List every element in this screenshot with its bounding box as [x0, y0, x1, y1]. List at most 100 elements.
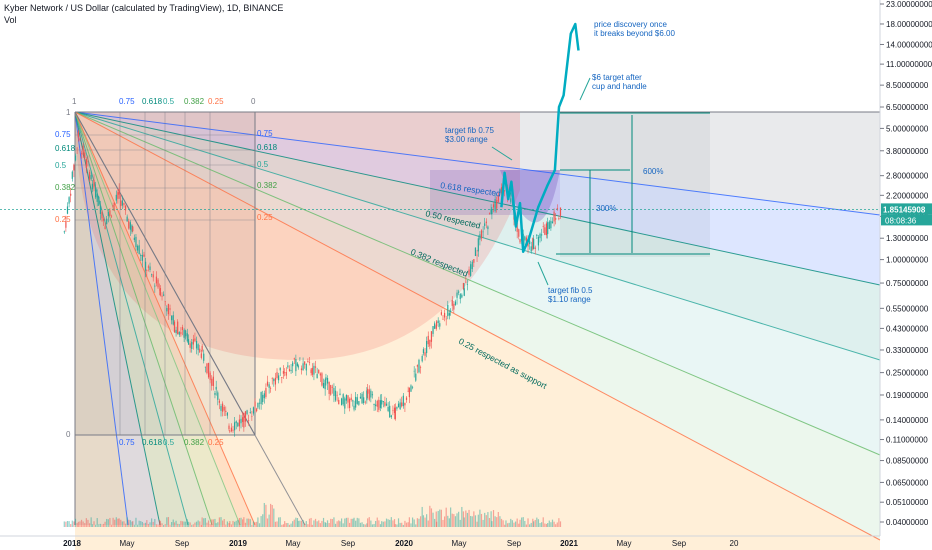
candle-body — [474, 247, 477, 256]
candle-body — [321, 373, 323, 386]
candle-body — [445, 318, 447, 320]
volume-bar — [385, 518, 388, 527]
projection-path — [500, 22, 580, 254]
candle-body — [518, 229, 520, 237]
annotation-300-pct: 300% — [596, 204, 616, 213]
candle-body — [276, 372, 278, 378]
candle-body — [325, 377, 327, 380]
candle-body — [407, 390, 409, 392]
price-tick-label: 18.00000000 — [886, 20, 932, 29]
volume-bar — [348, 522, 351, 527]
candle-body — [192, 339, 194, 345]
volume-bar — [191, 524, 193, 527]
candle-body — [390, 415, 392, 418]
volume-bar — [364, 524, 366, 527]
volume-bar — [308, 518, 311, 527]
candle-body — [186, 333, 188, 342]
candle-body — [385, 403, 388, 406]
candle-body — [183, 330, 185, 338]
volume-bar — [271, 504, 273, 527]
volume-bar — [536, 517, 538, 527]
volume-bar — [462, 511, 465, 527]
chart-title: Kyber Network / US Dollar (calculated by… — [4, 3, 284, 13]
candle-body — [477, 238, 479, 252]
candle-body — [109, 210, 111, 216]
volume-bar — [254, 522, 256, 527]
candle-body — [143, 254, 145, 257]
volume-bar — [434, 518, 436, 527]
volume-bar — [82, 521, 84, 527]
volume-bar — [421, 506, 423, 527]
candle-body — [299, 357, 301, 359]
volume-bar — [242, 519, 244, 527]
volume-bar — [248, 518, 250, 527]
volume-bar — [99, 523, 102, 527]
volume-bar — [558, 518, 560, 527]
candle-body — [378, 399, 380, 410]
candle-body — [473, 259, 475, 263]
candle-body — [90, 175, 92, 180]
candle-body — [290, 369, 292, 371]
candle-body — [302, 363, 304, 371]
volume-bar — [466, 512, 469, 527]
candle-body — [529, 240, 531, 245]
volume-bar — [185, 521, 187, 527]
candle-body — [129, 222, 131, 230]
candle-body — [87, 160, 89, 162]
volume-bar — [204, 518, 206, 527]
time-tick-label: Sep — [175, 539, 190, 548]
volume-bar — [87, 519, 89, 527]
candle-body — [112, 205, 114, 208]
fib-fan-line — [74, 111, 161, 526]
volume-bar — [140, 521, 142, 527]
volume-bar — [90, 517, 92, 527]
candle-body — [550, 220, 552, 229]
fib-fan-line — [74, 111, 129, 526]
fib-top-label: 0.382 — [184, 97, 205, 106]
candle-body — [459, 293, 461, 300]
candle-body — [426, 340, 428, 354]
candle-body — [468, 269, 470, 275]
volume-bar — [281, 524, 283, 527]
volume-bar — [200, 524, 202, 527]
volume-bar — [304, 523, 306, 527]
candle-body — [532, 238, 534, 250]
volume-bar — [350, 518, 352, 527]
candle-body — [203, 353, 205, 361]
volume-bar — [463, 517, 465, 527]
candle-body — [274, 377, 277, 385]
candle-body — [381, 400, 383, 405]
candle-body — [223, 406, 225, 411]
fib-top-label: 0.5 — [163, 97, 175, 106]
volume-bar — [437, 510, 439, 527]
fib-top-label: 0.25 — [208, 97, 224, 106]
candle-body — [389, 405, 391, 418]
volume-bar — [497, 512, 499, 527]
volume-bar — [311, 524, 313, 527]
volume-bar — [491, 521, 493, 527]
volume-bar — [80, 519, 83, 527]
volume-bar — [361, 522, 363, 527]
volume-bar — [539, 523, 541, 527]
candle-body — [288, 369, 291, 371]
volume-bar — [359, 522, 362, 527]
volume-bar — [379, 524, 382, 527]
candle-body — [152, 274, 154, 278]
candle-body — [359, 396, 362, 399]
candle-body — [282, 371, 285, 374]
volume-bar — [456, 513, 458, 527]
candle-body — [71, 171, 73, 179]
fib-top-label: 0.75 — [119, 97, 135, 106]
candle-body — [435, 321, 438, 327]
candle-body — [107, 211, 109, 217]
volume-bar — [424, 517, 426, 527]
volume-bar — [393, 519, 396, 527]
volume-bar — [542, 517, 544, 527]
volume-bar — [155, 524, 158, 527]
volume-bar — [402, 524, 404, 527]
candle-body — [494, 199, 496, 212]
price-tick-label: 23.00000000 — [886, 0, 932, 9]
price-tick-label: 6.50000000 — [886, 103, 929, 112]
candle-body — [297, 365, 299, 368]
